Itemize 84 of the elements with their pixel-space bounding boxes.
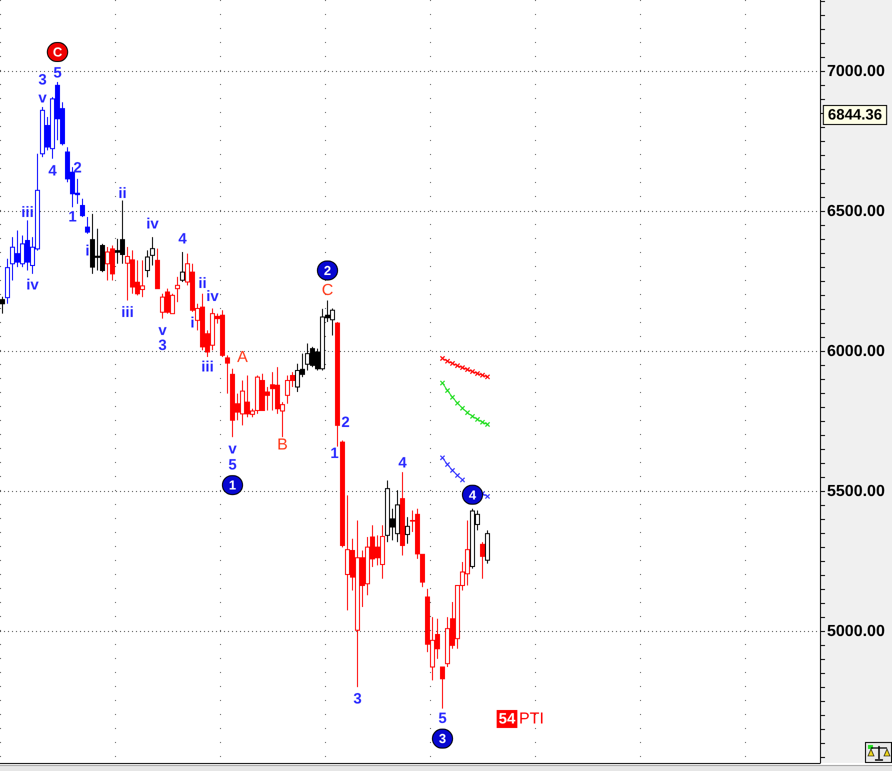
point [440,356,446,361]
point [470,414,476,419]
point [464,410,470,416]
annotation: i [85,242,90,260]
candlestick [400,472,405,556]
candlestick [480,542,485,580]
point [460,406,466,411]
annotation: iii [21,204,34,221]
annotation: ii [118,184,127,202]
point [454,400,460,406]
candlestick [145,250,150,278]
point [464,367,470,372]
point [484,374,490,380]
annotation: 1 [68,208,77,226]
annotation: 2 [341,414,350,431]
point [474,416,480,422]
annotation: 5 [438,710,447,728]
point [480,372,486,378]
annotation: 4 [178,230,188,248]
point [454,363,460,368]
candlestick [340,440,345,548]
annotation: 54 [498,710,516,728]
annotation: v [38,89,48,106]
candlestick [80,198,85,218]
point [460,365,466,370]
point [484,494,490,499]
annotation: 4 [468,487,477,502]
candlestick [5,258,10,304]
point [444,358,450,364]
point [484,422,490,428]
annotation: A [237,349,248,366]
point [450,360,456,366]
point [440,455,446,460]
point [470,369,476,374]
annotation: 3 [353,690,362,708]
annotation: ii [198,275,207,292]
y-tick-label: 7000.00 [827,62,885,80]
annotation: 2 [73,159,82,176]
y-tick-label: 6000.00 [827,342,885,360]
annotation: 4 [398,454,408,472]
annotation: C [52,44,63,60]
annotation: 5 [228,456,237,474]
annotation: iv [26,276,40,294]
candlestick [155,248,160,290]
annotation: 3 [438,731,446,746]
candlestick [85,216,90,234]
annotation: iii [201,358,214,376]
candlestick [175,276,180,303]
candlestick [485,530,490,564]
candlestick [440,666,445,710]
point [460,477,466,482]
point [440,380,446,386]
point [480,420,486,425]
annotation: 1 [228,478,236,493]
point [474,370,480,376]
annotation: i [190,314,195,332]
point [444,462,450,468]
annotation: 3 [158,337,167,354]
annotation: iii [121,304,134,321]
annotation: iv [206,288,220,306]
point [444,388,450,394]
text: 6844.36 [828,106,882,124]
annotation: 5 [53,64,62,82]
annotation: 4 [48,162,58,180]
y-tick-label: 5500.00 [827,482,885,500]
candlestick [150,236,155,266]
annotation: PTI [519,710,544,728]
annotation: 2 [324,262,332,278]
candlestick [335,322,340,448]
annotation: C [322,282,334,299]
annotation: v [158,322,168,340]
candlestick [405,516,410,544]
point [450,468,456,473]
annotation: 1 [330,445,339,462]
annotation: v [228,440,238,458]
candlestick [225,354,230,394]
y-tick-label: 6500.00 [827,202,885,220]
point [454,472,460,478]
point [450,394,456,400]
annotation: B [277,436,288,454]
annotation: 3 [38,71,47,88]
annotation: iv [146,216,160,233]
y-tick-label: 5000.00 [827,622,885,640]
candlestick [0,296,5,314]
